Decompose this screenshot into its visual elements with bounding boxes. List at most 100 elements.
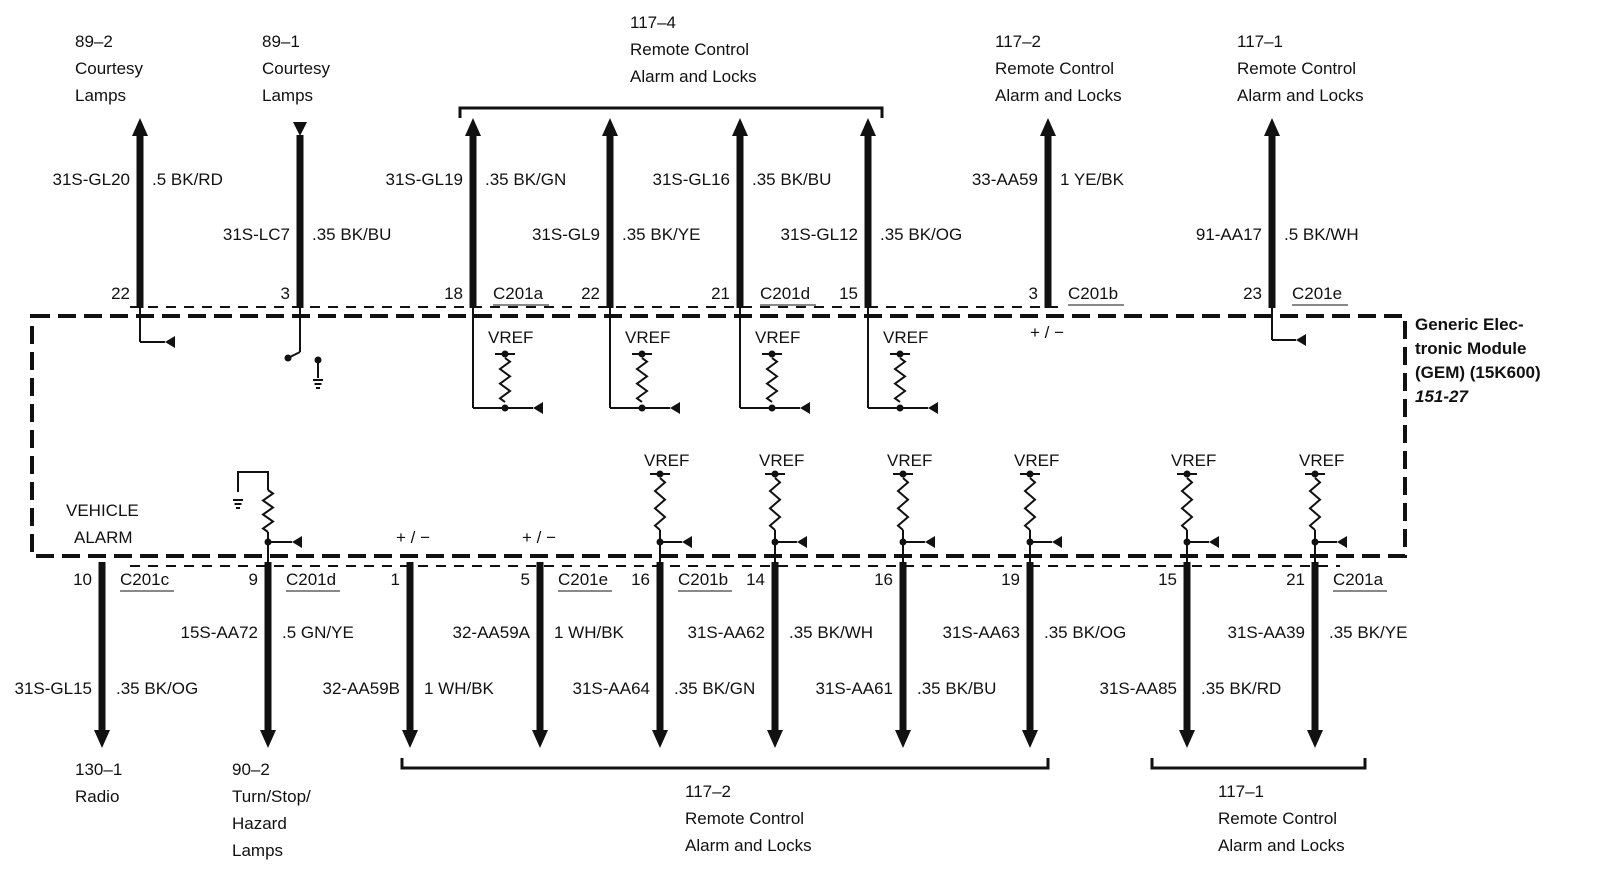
circuit-label: 31S-GL19 [386, 170, 464, 189]
destination-label: Remote Control [630, 40, 749, 59]
pin-number: 21 [1286, 570, 1305, 589]
wire-color-label: .5 BK/WH [1284, 225, 1359, 244]
connector-label: C201e [558, 570, 608, 589]
circuit-label: 15S-AA72 [181, 623, 259, 642]
destination-label: Alarm and Locks [995, 86, 1122, 105]
destination-label: Remote Control [685, 809, 804, 828]
arrow-down-icon [1307, 730, 1323, 748]
wire-color-label: .35 BK/RD [1201, 679, 1281, 698]
arrow-up-icon [860, 118, 876, 136]
arrow-down-icon [652, 730, 668, 748]
destination-label: 90–2 [232, 760, 270, 779]
vref-label: VREF [759, 451, 804, 470]
pin-number: 19 [1001, 570, 1020, 589]
circuit-label: 32-AA59A [453, 623, 531, 642]
input-arrow-icon [682, 536, 692, 548]
input-arrow-icon [670, 402, 680, 414]
ground-icon [313, 379, 323, 389]
connector-label: C201b [678, 570, 728, 589]
destination-label: Alarm and Locks [630, 67, 757, 86]
destination-label: Alarm and Locks [1218, 836, 1345, 855]
arrow-into-wire-icon [293, 122, 307, 136]
destination-label: Remote Control [1237, 59, 1356, 78]
destination-label: Courtesy [262, 59, 331, 78]
input-arrow-icon [1296, 334, 1306, 346]
vref-node [768, 350, 776, 358]
circuit-label: 31S-GL9 [532, 225, 600, 244]
pull-up-resistor [768, 477, 782, 531]
pull-up-resistor [765, 357, 779, 403]
pin-number: 18 [444, 284, 463, 303]
destination-bracket [458, 106, 884, 118]
input-arrow-icon [800, 402, 810, 414]
pull-up-resistor [498, 357, 512, 403]
pin-number: 22 [111, 284, 130, 303]
pin-number: 9 [249, 570, 258, 589]
vref-node [896, 350, 904, 358]
destination-bracket [1150, 758, 1367, 770]
node-dot [768, 404, 776, 412]
wire-color-label: .35 BK/GN [674, 679, 755, 698]
circuit-label: 31S-GL16 [653, 170, 731, 189]
destination-label: Hazard [232, 814, 287, 833]
pull-up-resistor [635, 357, 649, 403]
vref-label: VREF [625, 328, 670, 347]
input-arrow-icon [1337, 536, 1347, 548]
pull-up-resistor [893, 357, 907, 403]
ground-icon [233, 499, 243, 509]
circuit-label: 31S-AA85 [1100, 679, 1178, 698]
circuit-label: 91-AA17 [1196, 225, 1262, 244]
wire-color-label: .35 BK/GN [485, 170, 566, 189]
wire-color-label: .35 BK/YE [622, 225, 700, 244]
input-arrow-icon [292, 536, 302, 548]
circuit-label: 31S-GL15 [15, 679, 93, 698]
vref-label: VREF [1171, 451, 1216, 470]
input-arrow-icon [165, 336, 175, 348]
vref-node [771, 470, 779, 478]
vref-node [656, 470, 664, 478]
arrow-down-icon [767, 730, 783, 748]
wire-color-label: .5 BK/RD [152, 170, 223, 189]
polarity-label: + / − [396, 528, 430, 547]
circuit-label: 31S-LC7 [223, 225, 290, 244]
wire-color-label: .35 BK/OG [880, 225, 962, 244]
destination-label: Courtesy [75, 59, 144, 78]
circuit-label: 31S-GL20 [53, 170, 131, 189]
destination-label: Turn/Stop/ [232, 787, 311, 806]
vref-label: VREF [887, 451, 932, 470]
destination-label: 117–1 [1237, 32, 1283, 51]
connector-label: C201a [493, 284, 544, 303]
arrow-up-icon [1040, 118, 1056, 136]
vref-node [638, 350, 646, 358]
arrow-down-icon [1179, 730, 1195, 748]
gem-module-outline [30, 314, 1407, 558]
pin-number: 3 [1029, 284, 1038, 303]
pin-number: 21 [711, 284, 730, 303]
connector-label: C201e [1292, 284, 1342, 303]
wire-color-label: .35 BK/OG [1044, 623, 1126, 642]
vref-label: VREF [644, 451, 689, 470]
arrow-down-icon [94, 730, 110, 748]
polarity-label: + / − [1030, 323, 1064, 342]
pull-up-resistor [1308, 477, 1322, 531]
destination-label: Lamps [232, 841, 283, 860]
vehicle-alarm-label: ALARM [74, 528, 133, 547]
vref-node [501, 350, 509, 358]
vref-label: VREF [1014, 451, 1059, 470]
internal-line [237, 471, 269, 492]
pull-up-resistor [1023, 477, 1037, 531]
vref-node [1026, 470, 1034, 478]
connector-label: C201c [120, 570, 170, 589]
module-page-reference: 151-27 [1415, 387, 1469, 406]
pull-up-resistor [261, 489, 275, 533]
arrow-up-icon [465, 118, 481, 136]
pin-number: 16 [874, 570, 893, 589]
input-arrow-icon [533, 402, 543, 414]
destination-label: 117–2 [995, 32, 1041, 51]
input-arrow-icon [1052, 536, 1062, 548]
circuit-label: 31S-AA64 [573, 679, 651, 698]
destination-label: Alarm and Locks [1237, 86, 1364, 105]
circuit-label: 31S-AA61 [816, 679, 894, 698]
destination-label: Lamps [262, 86, 313, 105]
destination-label: Remote Control [1218, 809, 1337, 828]
